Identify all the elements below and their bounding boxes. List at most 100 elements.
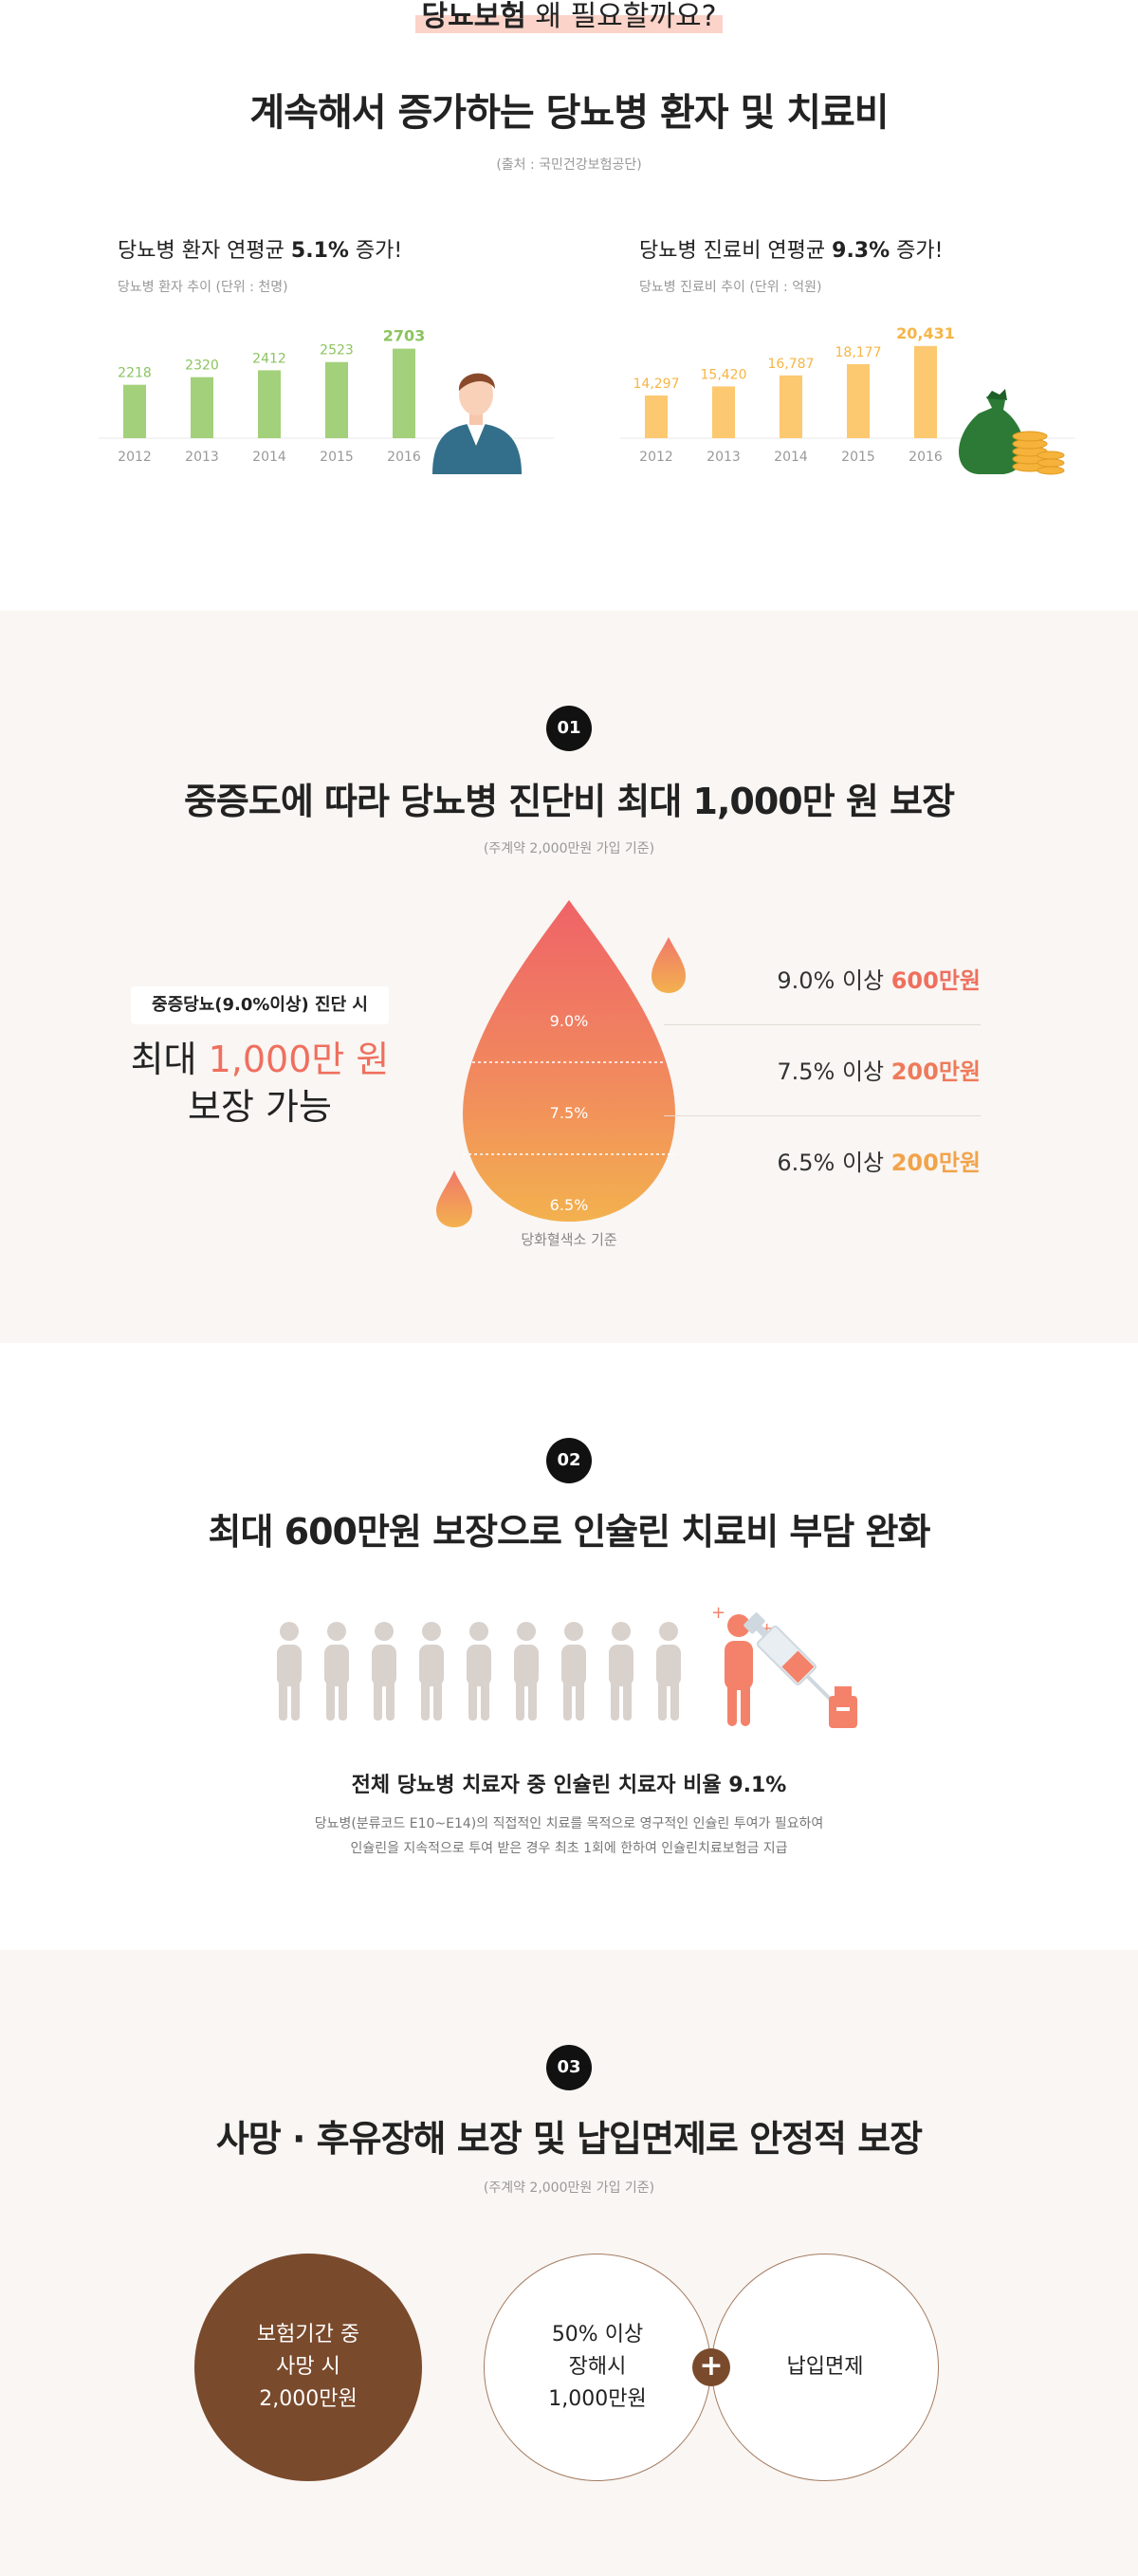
chart-category-label: 2014 <box>252 450 286 465</box>
chart-category-label: 2016 <box>909 450 943 465</box>
chart-value-label: 15,420 <box>701 367 747 382</box>
drop-level-label: 6.5% <box>550 1196 589 1214</box>
person-shirt <box>467 423 486 446</box>
chart-value-label: 2218 <box>118 366 152 381</box>
money-bag-top <box>986 389 1007 400</box>
max-coverage-text: 최대 1,000만 원 보장 가능 <box>99 1036 421 1131</box>
death-benefit-circle: 보험기간 중 사망 시 2,000만원 <box>194 2254 422 2481</box>
chart-bar <box>258 370 281 438</box>
chart-bar <box>191 377 213 438</box>
person-icon <box>656 1622 681 1720</box>
insulin-people-illustration: + + <box>277 1603 857 1728</box>
person-icon <box>372 1622 396 1720</box>
grey-people-group <box>277 1622 681 1720</box>
person-body <box>432 423 522 474</box>
circle-line: 사망 시 <box>276 2355 340 2379</box>
source-note: (출처 : 국민건강보험공단) <box>496 157 642 173</box>
insulin-title: 최대 600만원 보장으로 인슐린 치료비 부담 완화 <box>208 1511 931 1553</box>
coin <box>1037 466 1065 475</box>
level-divider <box>664 1115 981 1116</box>
chart-category-label: 2013 <box>707 450 741 465</box>
level-amount: 200만원 <box>890 1150 981 1176</box>
small-drop-icon-left <box>436 1170 472 1227</box>
why-needed-heading: 당뇨보험 왜 필요할까요? <box>0 0 1138 34</box>
drop-level-label: 9.0% <box>550 1012 589 1030</box>
diagnosis-note: (주계약 2,000만원 가입 기준) <box>483 841 655 856</box>
chart-category-label: 2013 <box>185 450 219 465</box>
main-drop-icon <box>463 900 675 1222</box>
chart-value-label: 2703 <box>383 327 426 345</box>
chart-bar <box>847 363 870 438</box>
level-amount: 200만원 <box>890 1058 981 1085</box>
death-disability-title: 사망 · 후유장해 보장 및 납입면제로 안정적 보장 <box>215 2118 923 2160</box>
insulin-description: 당뇨병(분류코드 E10~E14)의 직접적인 치료를 목적으로 영구적인 인슐… <box>0 1812 1138 1861</box>
coverage-level-row: 6.5% 이상 200만원 <box>730 1144 981 1177</box>
chart-value-label: 2523 <box>320 343 354 359</box>
chart-bar <box>780 375 802 438</box>
coin <box>1012 431 1048 442</box>
chart-title-highlight: 5.1% <box>290 239 349 263</box>
person-icon <box>514 1622 539 1720</box>
chart-category-label: 2015 <box>841 450 875 465</box>
insulin-section: 02 최대 600만원 보장으로 인슐린 치료비 부담 완화 + + <box>0 1343 1138 1950</box>
diagnosis-section: 01 중증도에 따라 당뇨병 진단비 최대 1,000만 원 보장 (주계약 2… <box>0 611 1138 1343</box>
blood-drop-illustration: 9.0% 7.5% 6.5% <box>463 900 686 1222</box>
cost-chart-subtitle: 당뇨병 진료비 추이 (단위 : 억원) <box>639 280 822 295</box>
chart-category-label: 2014 <box>774 450 808 465</box>
chart-title-prefix: 당뇨병 환자 연평균 <box>118 239 291 263</box>
coverage-level-row: 9.0% 이상 600만원 <box>730 962 981 995</box>
chart-title-suffix: 증가! <box>890 239 944 263</box>
chart-value-label: 16,787 <box>768 357 815 372</box>
diagnosis-title: 중증도에 따라 당뇨병 진단비 최대 1,000만 원 보장 <box>183 781 955 822</box>
max-coverage-amount: 1,000만 원 <box>208 1039 390 1080</box>
section-number-badge: 03 <box>546 2045 592 2090</box>
chart-value-label: 18,177 <box>835 345 882 360</box>
money-bag <box>959 396 1025 474</box>
patients-bar-chart: 2218 2012 2320 2013 2412 2014 2523 2015 2703 2016 <box>99 327 554 474</box>
syringe-icon <box>743 1612 836 1705</box>
person-icon <box>277 1622 302 1720</box>
chart-value-label: 2412 <box>252 351 286 366</box>
chart-value-label: 2320 <box>185 359 219 374</box>
chart-value-label: 14,297 <box>633 377 680 392</box>
chart-bar <box>645 395 668 438</box>
patients-chart-subtitle: 당뇨병 환자 추이 (단위 : 천명) <box>118 280 288 295</box>
chart-category-label: 2016 <box>387 450 421 465</box>
chart-category-label: 2012 <box>118 450 152 465</box>
patients-chart-title: 당뇨병 환자 연평균 5.1% 증가! <box>118 233 402 264</box>
cost-chart: 당뇨병 진료비 연평균 9.3% 증가! 당뇨병 진료비 추이 (단위 : 억원… <box>620 228 1075 512</box>
chart-category-label: 2015 <box>320 450 354 465</box>
circle-line: 2,000만원 <box>259 2387 358 2411</box>
coverage-level-row: 7.5% 이상 200만원 <box>730 1053 981 1086</box>
max-coverage-suffix: 보장 가능 <box>188 1086 332 1128</box>
severe-diagnosis-label: 중증당뇨(9.0%이상) 진단 시 <box>131 986 389 1024</box>
coin <box>1037 451 1065 460</box>
page-title: 계속해서 증가하는 당뇨병 환자 및 치료비 <box>249 91 889 135</box>
chart-bar <box>712 386 735 438</box>
person-icon <box>467 1622 491 1720</box>
patients-chart: 당뇨병 환자 연평균 5.1% 증가! 당뇨병 환자 추이 (단위 : 천명) … <box>99 228 554 512</box>
person-icon <box>432 373 522 474</box>
level-threshold: 7.5% 이상 <box>777 1058 891 1085</box>
chart-value-label: 20,431 <box>896 324 955 342</box>
person-icon <box>419 1622 444 1720</box>
person-icon <box>561 1622 586 1720</box>
death-disability-section: 03 사망 · 후유장해 보장 및 납입면제로 안정적 보장 (주계약 2,00… <box>0 1950 1138 2576</box>
level-divider <box>664 1024 981 1025</box>
circle-line: 50% 이상 <box>551 2323 644 2346</box>
money-bag-icon <box>959 389 1065 475</box>
chart-title-suffix: 증가! <box>348 239 403 263</box>
chart-bar <box>123 384 146 438</box>
coin <box>1037 458 1065 468</box>
plus-icon: + <box>692 2348 730 2386</box>
section-number-badge: 02 <box>546 1438 592 1483</box>
disability-benefit-circle: 50% 이상 장해시 1,000만원 <box>484 2254 711 2481</box>
circle-line: 납입면제 <box>786 2355 864 2379</box>
svg-text:+: + <box>711 1603 725 1623</box>
insulin-ratio-headline: 전체 당뇨병 치료자 중 인슐린 치료자 비율 9.1% <box>351 1774 787 1797</box>
level-threshold: 6.5% 이상 <box>777 1150 891 1176</box>
heading-highlight-rest: 왜 필요할까요? <box>525 0 717 33</box>
level-amount: 600만원 <box>890 967 981 994</box>
cost-bar-chart: 14,297 2012 15,420 2013 16,787 2014 18,177 2015… <box>620 324 1075 475</box>
chart-bar <box>914 345 937 438</box>
